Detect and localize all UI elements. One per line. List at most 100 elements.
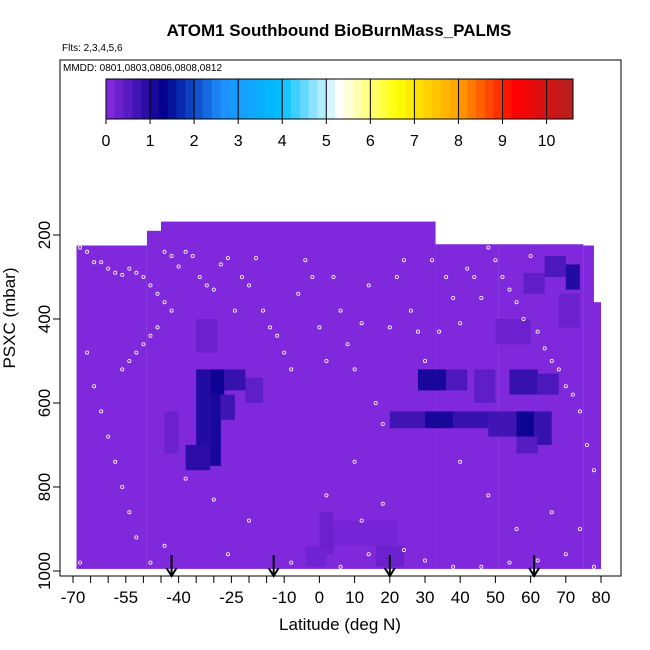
colorbar-segment (343, 79, 354, 119)
sample-point (148, 333, 153, 338)
sample-point (127, 358, 132, 363)
sample-point (141, 342, 146, 347)
y-tick-label: 200 (35, 221, 54, 249)
sample-point (486, 493, 491, 498)
colorbar-segment (361, 79, 371, 119)
heatmap-cells (76, 221, 601, 569)
colorbar-segment (141, 79, 151, 119)
sample-point (577, 409, 582, 414)
sample-point (303, 258, 308, 263)
sample-point (387, 325, 392, 330)
sample-point (218, 262, 223, 267)
heatmap-cell (534, 411, 552, 445)
sample-point (113, 270, 118, 275)
x-tick-label: -70 (61, 588, 86, 607)
sample-point (169, 253, 174, 258)
colorbar-segment (194, 79, 204, 119)
sample-point (563, 384, 568, 389)
y-axis: 200 400 600 800 1000 (35, 221, 60, 590)
heatmap-cell (523, 272, 545, 294)
x-tick-label: 20 (380, 588, 399, 607)
colorbar-segment (132, 79, 142, 119)
colorbar-segment (167, 79, 177, 119)
sample-point (408, 308, 413, 313)
x-tick-label: 70 (556, 588, 575, 607)
colorbar-segment (467, 79, 477, 119)
heatmap-cell (565, 264, 580, 290)
colorbar-segment (317, 79, 327, 119)
sample-point (254, 256, 259, 261)
sample-point (246, 283, 251, 288)
x-tick-label: -55 (114, 588, 139, 607)
sample-point (584, 442, 589, 447)
heatmap-cell (544, 256, 566, 277)
heatmap-cell (224, 369, 246, 391)
sample-point (479, 295, 484, 300)
colorbar-segment (246, 79, 257, 119)
colorbar-segment (264, 79, 274, 119)
colorbar-tick-label: 8 (454, 133, 463, 150)
colorbar-segment (423, 79, 433, 119)
sample-point (232, 308, 237, 313)
sample-point (155, 325, 160, 330)
colorbar-tick-label: 7 (410, 133, 419, 150)
colorbar-segment (326, 79, 336, 119)
colorbar-tick-label: 1 (146, 133, 155, 150)
colorbar-segment (511, 79, 521, 119)
colorbar-segment (220, 79, 230, 119)
sample-point (437, 329, 442, 334)
heatmap-cell (446, 369, 468, 391)
colorbar-segment (476, 79, 486, 119)
sample-point (113, 459, 118, 464)
sample-point (366, 283, 371, 288)
sample-point (120, 272, 125, 277)
colorbar-segment (308, 79, 318, 119)
sample-point (591, 468, 596, 473)
sample-point (528, 253, 533, 258)
heatmap-cell (558, 293, 580, 328)
heatmap-cell (389, 411, 425, 429)
colorbar (105, 78, 574, 120)
sample-point (141, 274, 146, 279)
sample-point (155, 291, 160, 296)
sample-point (458, 459, 463, 464)
sample-point (366, 552, 371, 557)
x-tick-label: 80 (592, 588, 611, 607)
sample-point (401, 548, 406, 553)
sample-point (507, 287, 512, 292)
colorbar-tick-label: 6 (366, 133, 375, 150)
sample-point (289, 367, 294, 372)
sample-point (275, 333, 280, 338)
sample-point (591, 564, 596, 569)
sample-point (345, 342, 350, 347)
x-tick-label: -10 (272, 588, 297, 607)
colorbar-segment (185, 79, 195, 119)
colorbar-segment (176, 79, 186, 119)
colorbar-segment (150, 79, 160, 119)
sample-point (577, 527, 582, 532)
sample-point (99, 409, 104, 414)
sample-point (535, 329, 540, 334)
sample-point (78, 245, 83, 250)
sample-point (331, 274, 336, 279)
sample-point (225, 552, 230, 557)
colorbar-segment (291, 79, 301, 119)
sample-point (92, 260, 97, 265)
sample-point (204, 283, 209, 288)
colorbar-segment (528, 79, 539, 119)
colorbar-segment (352, 79, 362, 119)
colorbar-tick-label: 5 (322, 133, 331, 150)
heatmap-cell (516, 411, 535, 437)
sample-point (465, 266, 470, 271)
heatmap-cell (417, 369, 447, 391)
colorbar-segment (238, 79, 248, 119)
heatmap-cell (245, 377, 264, 403)
colorbar-segment (106, 79, 116, 119)
heatmap-coverage-cell (435, 244, 499, 569)
sample-point (268, 325, 273, 330)
sample-point (211, 287, 216, 292)
sample-point (458, 321, 463, 326)
sample-point (380, 501, 385, 506)
sample-point (380, 421, 385, 426)
